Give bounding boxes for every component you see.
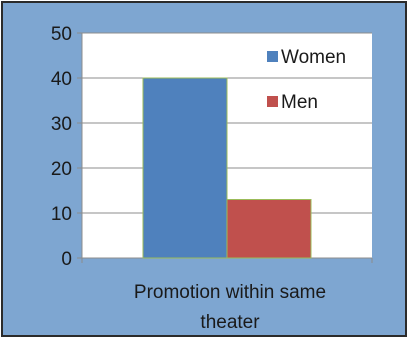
y-tick-label: 50 [51,24,72,45]
y-tick-label: 20 [51,159,72,180]
y-tick-label: 0 [61,249,72,270]
bar-women [142,77,228,259]
y-axis-tick-labels: 0 10 20 30 40 50 [51,24,82,270]
bars [142,77,312,259]
y-tick-label: 40 [51,69,72,90]
category-label-line-2: theater [200,312,260,333]
legend-label-women: Women [281,47,346,68]
bar-men [226,199,312,259]
legend: Women Men [267,47,346,113]
legend-swatch-men [267,96,278,107]
y-tick-label: 30 [51,114,72,135]
y-tick-label: 10 [51,204,72,225]
legend-swatch-women [267,51,278,62]
legend-label-men: Men [281,92,318,113]
category-label-line-1: Promotion within same [134,282,326,303]
